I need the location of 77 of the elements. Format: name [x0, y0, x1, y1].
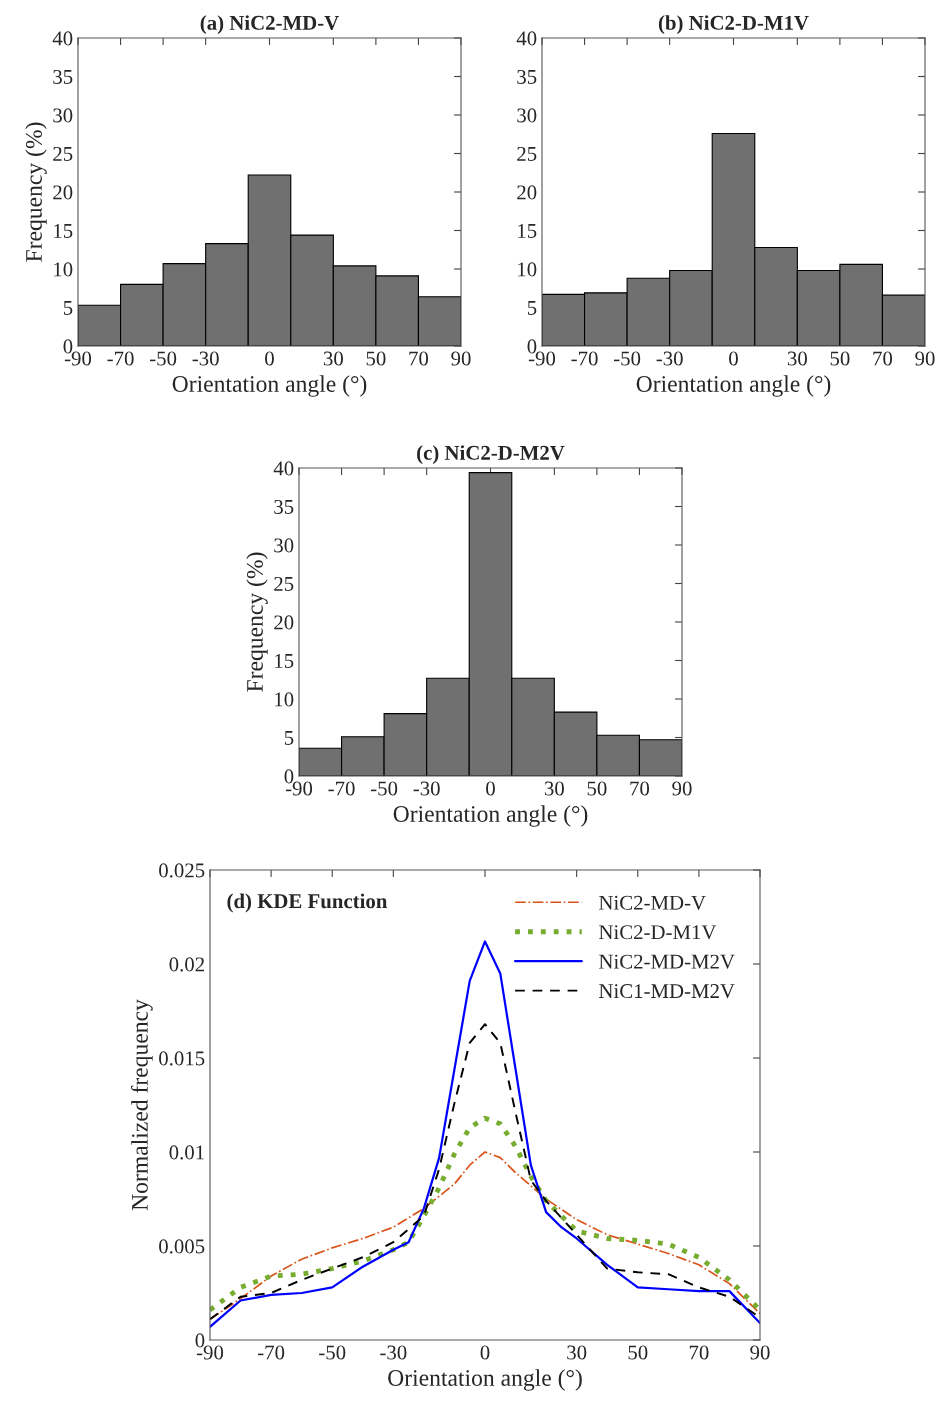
x-tick-label: -50	[150, 351, 177, 366]
y-tick-label: 25	[274, 576, 294, 591]
x-tick-label: 30	[567, 1345, 587, 1360]
x-tick-label: -50	[614, 351, 641, 366]
y-tick-label: 30	[274, 538, 294, 553]
y-tick-label: 20	[517, 185, 537, 200]
legend-label: NiC2-MD-M2V	[599, 954, 735, 969]
x-axis-title: Orientation angle (°)	[393, 805, 588, 827]
y-tick-label: 10	[275, 692, 294, 707]
x-tick-label: 30	[544, 781, 564, 796]
y-tick-label: 0.02	[169, 957, 204, 972]
y-tick-label: 0.005	[159, 1239, 205, 1254]
x-tick-label: 0	[480, 1345, 490, 1360]
chart-title: (b) NiC2-D-M1V	[658, 15, 809, 35]
y-tick-label: 0.01	[169, 1145, 204, 1160]
x-tick-label: 50	[366, 351, 386, 366]
y-tick-label: 15	[518, 223, 537, 238]
chart-title: (a) NiC2-MD-V	[200, 15, 339, 35]
y-tick-label: 10	[54, 262, 73, 277]
y-tick-label: 30	[53, 108, 73, 123]
y-tick-label: 30	[517, 108, 537, 123]
chart-title: (c) NiC2-D-M2V	[417, 445, 565, 465]
y-axis-title: Frequency (%)	[25, 122, 47, 262]
line-series	[210, 1115, 760, 1313]
x-tick-label: 90	[451, 351, 471, 366]
x-tick-label: 90	[915, 351, 935, 366]
y-tick-label: 20	[53, 185, 73, 200]
x-tick-label: 50	[830, 351, 850, 366]
y-tick-label: 0.025	[159, 863, 205, 878]
y-axis-title: Frequency (%)	[246, 552, 268, 692]
y-tick-label: 35	[53, 69, 73, 84]
x-tick-label: -30	[380, 1345, 407, 1360]
x-tick-label: 90	[750, 1345, 770, 1360]
y-axis-title: Normalized frequency	[130, 999, 153, 1211]
x-tick-label: -30	[192, 351, 219, 366]
y-tick-label: 35	[274, 499, 294, 514]
y-tick-label: 20	[274, 615, 294, 630]
annotation: (d) KDE Function	[227, 893, 388, 913]
x-tick-label: -30	[656, 351, 683, 366]
y-tick-label: 40	[273, 461, 294, 476]
legend-label: NiC2-D-M1V	[599, 925, 717, 940]
x-tick-label: -70	[571, 351, 598, 366]
y-tick-label: 15	[54, 223, 73, 238]
y-tick-label: 25	[53, 146, 73, 161]
x-tick-label: 50	[587, 781, 607, 796]
x-tick-label: 50	[628, 1345, 648, 1360]
x-tick-label: -70	[258, 1345, 285, 1360]
y-tick-label: 5	[284, 731, 294, 745]
y-tick-label: 25	[517, 146, 537, 161]
y-tick-label: 35	[517, 69, 537, 84]
legend-label: NiC2-MD-V	[599, 895, 706, 910]
y-tick-label: 5	[63, 301, 73, 315]
x-tick-label: -30	[413, 781, 440, 796]
x-tick-label: -50	[371, 781, 398, 796]
legend-label: NiC1-MD-M2V	[599, 984, 735, 999]
x-tick-label: 70	[689, 1345, 709, 1360]
line-series	[210, 940, 760, 1328]
x-tick-label: 30	[787, 351, 807, 366]
x-axis-title: Orientation angle (°)	[636, 375, 831, 397]
y-tick-label: 40	[516, 31, 537, 46]
y-tick-label: 0.015	[159, 1051, 205, 1066]
x-tick-label: 0	[729, 351, 738, 366]
x-tick-label: 90	[672, 781, 692, 796]
x-tick-label: -70	[328, 781, 355, 796]
x-tick-label: -50	[319, 1345, 346, 1360]
x-tick-label: 30	[323, 351, 343, 366]
x-tick-label: 0	[486, 781, 495, 796]
x-axis-title: Orientation angle (°)	[388, 1369, 582, 1391]
x-tick-label: 70	[630, 781, 650, 796]
y-tick-label: 10	[518, 262, 537, 277]
y-tick-label: 5	[527, 301, 537, 315]
x-tick-label: -70	[107, 351, 134, 366]
x-tick-label: 70	[873, 351, 893, 366]
x-axis-title: Orientation angle (°)	[172, 375, 367, 397]
y-tick-label: 40	[52, 31, 73, 46]
y-tick-label: 15	[275, 653, 294, 668]
x-tick-label: 70	[409, 351, 429, 366]
